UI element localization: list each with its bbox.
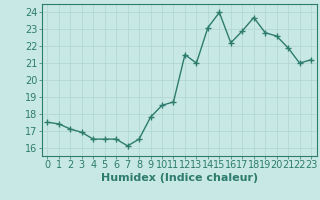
X-axis label: Humidex (Indice chaleur): Humidex (Indice chaleur) bbox=[100, 173, 258, 183]
